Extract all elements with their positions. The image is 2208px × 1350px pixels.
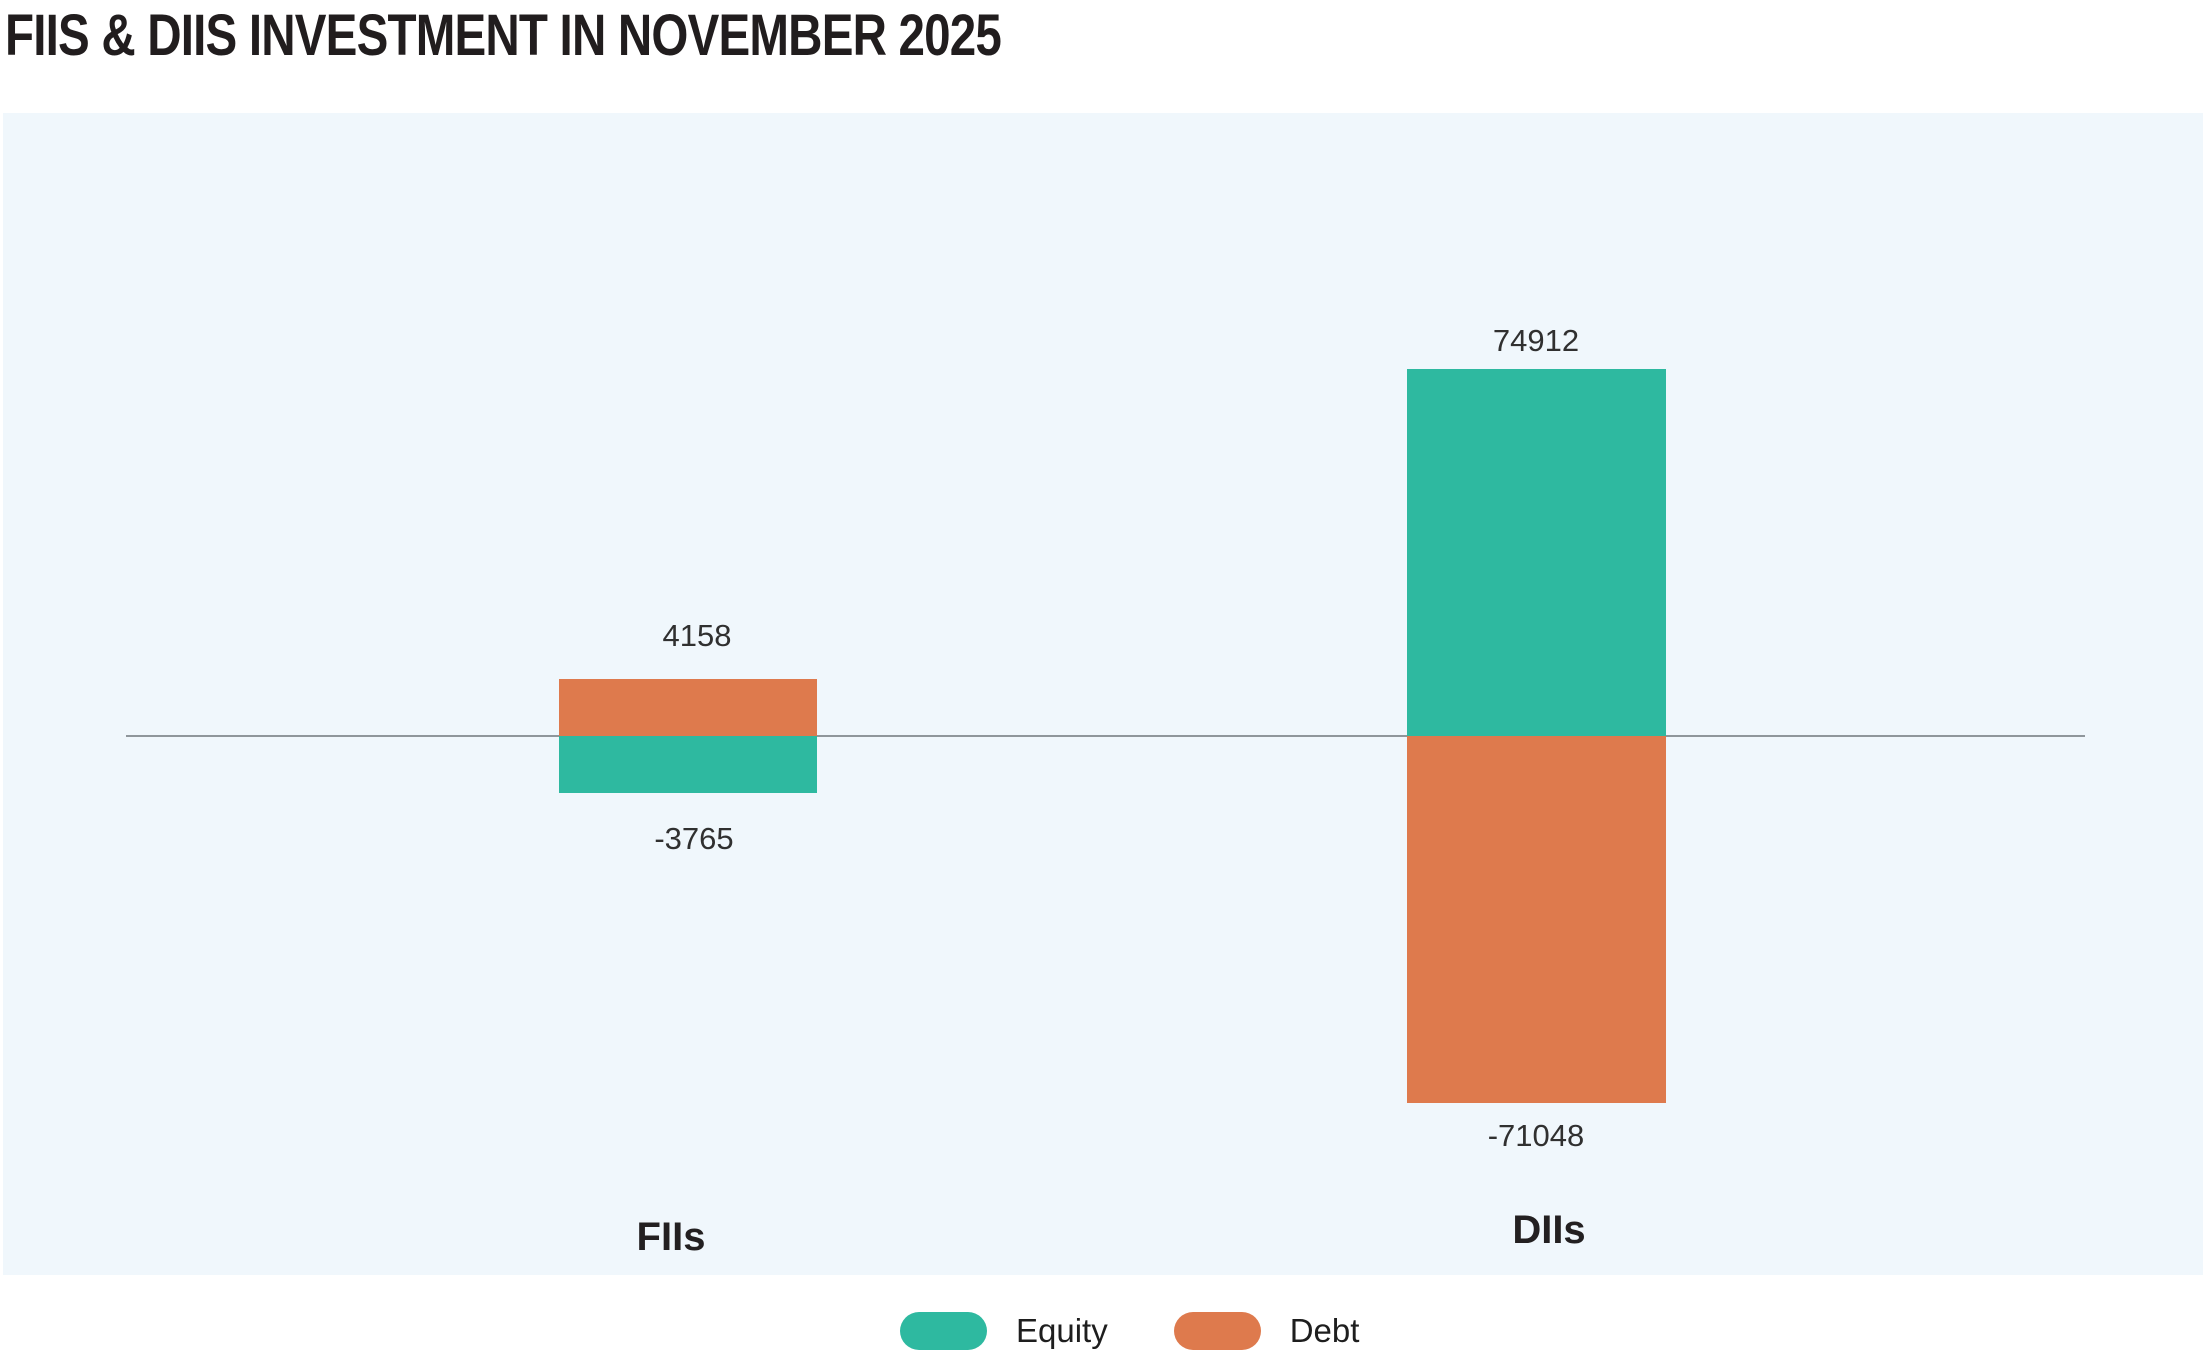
value-label-fiis-equity: -3765 xyxy=(654,821,734,856)
equity-swatch-icon xyxy=(900,1312,987,1350)
legend-item-debt: Debt xyxy=(1173,1312,1360,1350)
chart-panel: 4158 -3765 FIIs 74912 -71048 DIIs Equity… xyxy=(3,113,2203,1350)
legend-item-equity: Equity xyxy=(900,1312,1108,1350)
bar-diis-debt xyxy=(1407,736,1666,1103)
zero-axis-line xyxy=(126,735,2085,737)
category-label-diis: DIIs xyxy=(1512,1208,1586,1252)
legend-label-equity: Equity xyxy=(1016,1312,1108,1349)
bar-fiis-equity xyxy=(559,736,817,793)
value-label-diis-debt: -71048 xyxy=(1487,1118,1585,1153)
value-label-fiis-debt: 4158 xyxy=(662,618,732,653)
legend: Equity Debt xyxy=(900,1312,1359,1350)
debt-swatch-icon xyxy=(1173,1312,1261,1350)
bar-diis-equity xyxy=(1407,369,1666,736)
legend-label-debt: Debt xyxy=(1289,1312,1360,1349)
category-label-fiis: FIIs xyxy=(636,1215,706,1259)
bar-fiis-debt xyxy=(559,679,817,736)
value-label-diis-equity: 74912 xyxy=(1492,323,1580,358)
chart-title: FIIS & DIIS INVESTMENT IN NOVEMBER 2025 xyxy=(5,3,1002,68)
